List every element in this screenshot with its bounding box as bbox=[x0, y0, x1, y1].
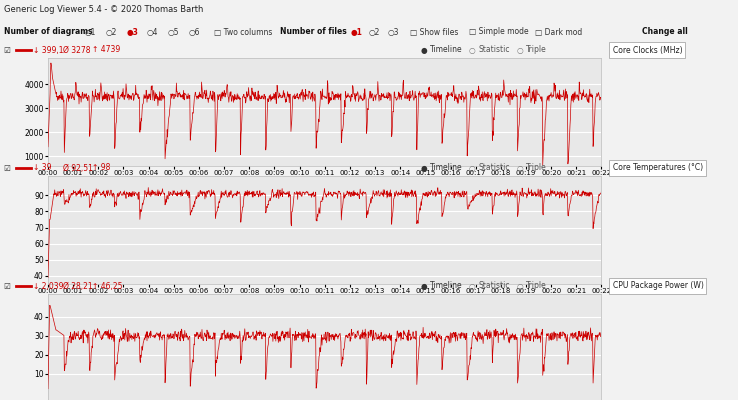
Text: Triple: Triple bbox=[526, 46, 547, 54]
Text: □ Simple mode: □ Simple mode bbox=[469, 28, 528, 36]
Text: ○: ○ bbox=[469, 46, 475, 54]
Text: Ø 3278: Ø 3278 bbox=[63, 46, 90, 54]
Text: ●: ● bbox=[421, 164, 427, 172]
Text: Statistic: Statistic bbox=[478, 46, 510, 54]
Text: □ Show files: □ Show files bbox=[410, 28, 458, 36]
Text: CPU Package Power (W): CPU Package Power (W) bbox=[613, 282, 703, 290]
Text: Timeline: Timeline bbox=[430, 164, 463, 172]
Text: Generic Log Viewer 5.4 - © 2020 Thomas Barth: Generic Log Viewer 5.4 - © 2020 Thomas B… bbox=[4, 6, 203, 14]
Text: Timeline: Timeline bbox=[430, 46, 463, 54]
Text: □ Dark mod: □ Dark mod bbox=[535, 28, 582, 36]
Text: ↑ 46,25: ↑ 46,25 bbox=[92, 282, 123, 290]
Text: ○: ○ bbox=[517, 164, 523, 172]
Text: ○: ○ bbox=[517, 282, 523, 290]
Text: Triple: Triple bbox=[526, 164, 547, 172]
Text: Timeline: Timeline bbox=[430, 282, 463, 290]
Text: ○: ○ bbox=[517, 46, 523, 54]
Text: Core Temperatures (°C): Core Temperatures (°C) bbox=[613, 164, 703, 172]
Text: ○: ○ bbox=[469, 164, 475, 172]
Text: Ø 28,21: Ø 28,21 bbox=[63, 282, 92, 290]
Text: Number of diagrams: Number of diagrams bbox=[4, 28, 92, 36]
Text: ↓ 2,039: ↓ 2,039 bbox=[33, 282, 63, 290]
Text: Triple: Triple bbox=[526, 282, 547, 290]
Text: ☑: ☑ bbox=[4, 164, 10, 172]
Text: ●: ● bbox=[421, 282, 427, 290]
Text: ●: ● bbox=[421, 46, 427, 54]
Text: ↑ 4739: ↑ 4739 bbox=[92, 46, 120, 54]
Text: ○3: ○3 bbox=[387, 28, 399, 36]
Text: ○5: ○5 bbox=[168, 28, 179, 36]
Text: ○1: ○1 bbox=[85, 28, 96, 36]
Text: ○: ○ bbox=[469, 282, 475, 290]
Text: ○6: ○6 bbox=[188, 28, 200, 36]
Text: ☑: ☑ bbox=[4, 282, 10, 290]
Text: Core Clocks (MHz): Core Clocks (MHz) bbox=[613, 46, 682, 54]
Text: ○2: ○2 bbox=[106, 28, 117, 36]
Text: ☑: ☑ bbox=[4, 46, 10, 54]
Text: Ø 92,51: Ø 92,51 bbox=[63, 164, 92, 172]
Text: Statistic: Statistic bbox=[478, 164, 510, 172]
Text: ↓ 39: ↓ 39 bbox=[33, 164, 52, 172]
Text: ○4: ○4 bbox=[147, 28, 159, 36]
Text: □ Two columns: □ Two columns bbox=[214, 28, 272, 36]
Text: ○2: ○2 bbox=[369, 28, 380, 36]
Text: ↑ 98: ↑ 98 bbox=[92, 164, 111, 172]
Text: ↓ 399,1: ↓ 399,1 bbox=[33, 46, 63, 54]
Text: ●3: ●3 bbox=[126, 28, 138, 36]
Text: ●1: ●1 bbox=[351, 28, 362, 36]
Text: Change all: Change all bbox=[642, 28, 688, 36]
Text: Statistic: Statistic bbox=[478, 282, 510, 290]
Text: Number of files: Number of files bbox=[280, 28, 347, 36]
